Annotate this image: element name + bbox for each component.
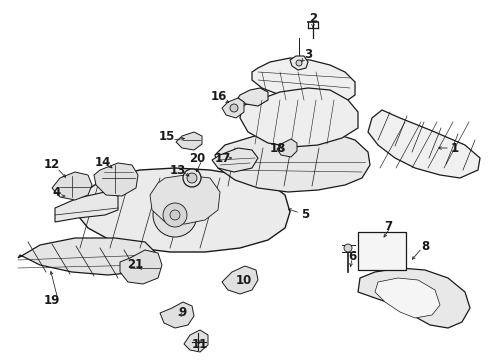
Polygon shape xyxy=(150,175,220,224)
Text: 10: 10 xyxy=(236,274,252,287)
Text: 4: 4 xyxy=(53,186,61,199)
Polygon shape xyxy=(222,266,258,294)
Text: 13: 13 xyxy=(170,163,186,176)
Text: 3: 3 xyxy=(304,49,312,62)
Polygon shape xyxy=(290,56,308,70)
Polygon shape xyxy=(358,268,470,328)
Polygon shape xyxy=(368,110,480,178)
Polygon shape xyxy=(52,172,92,200)
Polygon shape xyxy=(160,302,194,328)
Circle shape xyxy=(170,210,180,220)
Text: 17: 17 xyxy=(215,152,231,165)
Text: 20: 20 xyxy=(189,152,205,165)
Circle shape xyxy=(187,173,197,183)
Polygon shape xyxy=(184,330,208,352)
Text: 19: 19 xyxy=(44,293,60,306)
Polygon shape xyxy=(277,139,297,157)
Polygon shape xyxy=(375,278,440,318)
Polygon shape xyxy=(120,250,162,284)
Circle shape xyxy=(183,169,201,187)
Circle shape xyxy=(344,244,352,252)
Polygon shape xyxy=(18,238,155,275)
Polygon shape xyxy=(75,168,290,252)
Polygon shape xyxy=(176,132,202,150)
Text: 12: 12 xyxy=(44,158,60,171)
Text: 6: 6 xyxy=(348,249,356,262)
Bar xyxy=(358,232,406,270)
Polygon shape xyxy=(55,192,118,222)
Polygon shape xyxy=(94,163,138,196)
Circle shape xyxy=(296,60,302,66)
Text: 14: 14 xyxy=(95,156,111,168)
Text: 9: 9 xyxy=(178,306,186,320)
Text: 1: 1 xyxy=(451,141,459,154)
Text: 2: 2 xyxy=(309,12,317,24)
Polygon shape xyxy=(222,98,244,118)
Polygon shape xyxy=(240,88,358,147)
Polygon shape xyxy=(238,88,268,106)
Text: 11: 11 xyxy=(192,338,208,351)
Text: 5: 5 xyxy=(301,208,309,221)
Text: 15: 15 xyxy=(159,130,175,144)
Polygon shape xyxy=(212,148,258,172)
Circle shape xyxy=(230,104,238,112)
Text: 7: 7 xyxy=(384,220,392,233)
Text: 16: 16 xyxy=(211,90,227,104)
Text: 21: 21 xyxy=(127,258,143,271)
Text: 8: 8 xyxy=(421,239,429,252)
Polygon shape xyxy=(252,58,355,105)
Circle shape xyxy=(153,193,197,237)
Polygon shape xyxy=(215,130,370,192)
Text: 18: 18 xyxy=(270,141,286,154)
Circle shape xyxy=(163,203,187,227)
